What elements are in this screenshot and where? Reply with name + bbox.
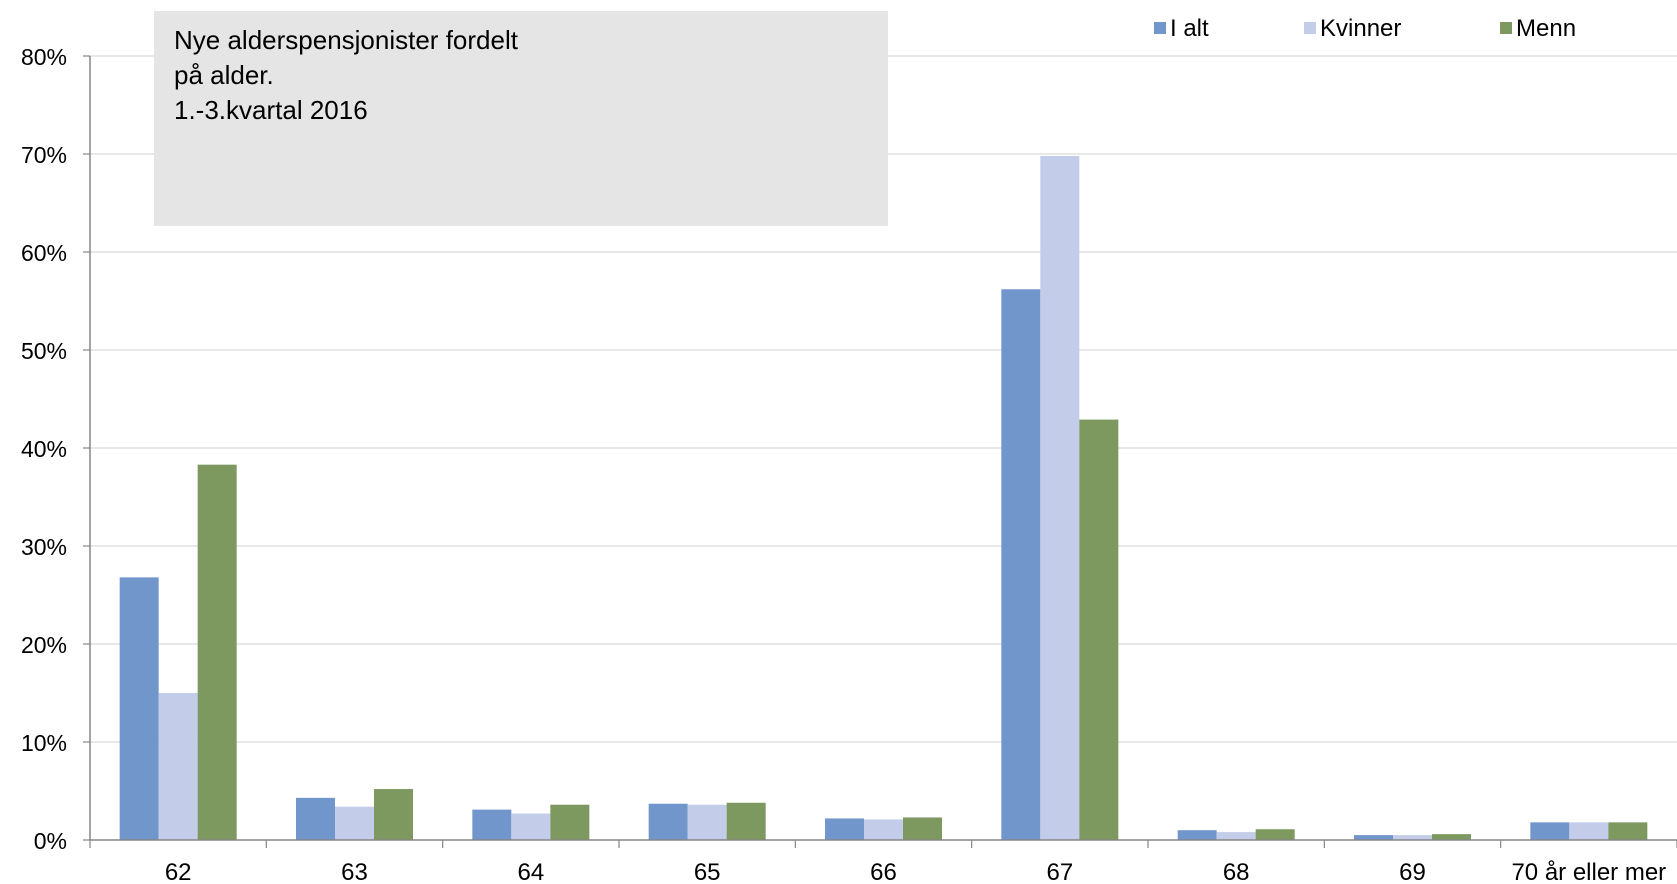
bar-kvinner — [864, 819, 903, 840]
bar-i-alt — [1001, 289, 1041, 840]
bar-kvinner — [687, 804, 727, 840]
bar-kvinner — [1569, 822, 1609, 840]
bar-i-alt — [648, 803, 688, 840]
bar-kvinner — [1393, 835, 1432, 840]
bar-menn — [550, 804, 590, 840]
bar-menn — [903, 817, 942, 840]
y-tick-label: 70% — [21, 142, 67, 168]
bar-i-alt — [1530, 822, 1570, 840]
title-line-2: på alder. — [174, 60, 274, 90]
bar-menn — [726, 802, 766, 840]
y-tick-label: 80% — [21, 44, 67, 70]
legend-label: Kvinner — [1320, 15, 1401, 42]
bar-i-alt — [1354, 835, 1393, 840]
x-tick-labels: 62 63 64 65 66 67 68 69 70 år eller mer — [165, 859, 1666, 884]
bar-i-alt — [472, 809, 512, 840]
y-tick-label: 30% — [21, 534, 67, 560]
bar-menn — [374, 789, 413, 840]
legend-label: I alt — [1170, 15, 1209, 42]
title-box — [154, 11, 888, 226]
chart-title: Nye alderspensjonister fordelt på alder.… — [174, 25, 519, 125]
axes — [89, 56, 1677, 848]
x-tick-label: 68 — [1223, 859, 1250, 884]
x-tick-label: 70 år eller mer — [1511, 859, 1666, 884]
bar-kvinner — [511, 813, 551, 840]
legend-label: Menn — [1516, 15, 1576, 42]
bar-menn — [1079, 419, 1119, 840]
bar-i-alt — [825, 818, 864, 840]
x-tick-label: 69 — [1399, 859, 1426, 884]
bar-i-alt — [1177, 830, 1217, 840]
y-tick-labels: 0% 10% 20% 30% 40% 50% 60% 70% 80% — [21, 44, 67, 854]
x-tick-label: 64 — [517, 859, 544, 884]
bar-menn — [197, 464, 237, 840]
bars — [119, 155, 1648, 840]
x-tick-label: 67 — [1046, 859, 1073, 884]
bar-kvinner — [1216, 832, 1256, 840]
bar-kvinner — [1040, 155, 1080, 840]
y-tick-label: 20% — [21, 632, 67, 658]
bar-menn — [1432, 834, 1471, 840]
y-tick-label: 60% — [21, 240, 67, 266]
bar-menn — [1608, 822, 1648, 840]
y-tick-label: 50% — [21, 338, 67, 364]
title-line-1: Nye alderspensjonister fordelt — [174, 25, 519, 55]
y-tick-label: 10% — [21, 730, 67, 756]
bar-kvinner — [335, 806, 374, 840]
y-tick-label: 40% — [21, 436, 67, 462]
legend: I alt Kvinner Menn — [1154, 15, 1576, 42]
x-tick-label: 66 — [870, 859, 897, 884]
legend-swatch — [1500, 22, 1512, 34]
y-tick-label: 0% — [34, 828, 67, 854]
bar-kvinner — [158, 693, 198, 840]
bar-menn — [1255, 829, 1295, 840]
title-line-3: 1.-3.kvartal 2016 — [174, 95, 368, 125]
legend-swatch — [1154, 22, 1166, 34]
x-tick-label: 63 — [341, 859, 368, 884]
bar-i-alt — [296, 797, 335, 840]
x-tick-label: 65 — [694, 859, 721, 884]
bar-i-alt — [119, 577, 159, 840]
legend-swatch — [1304, 22, 1316, 34]
x-tick-label: 62 — [165, 859, 192, 884]
